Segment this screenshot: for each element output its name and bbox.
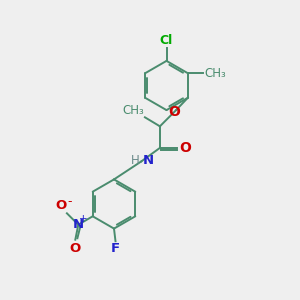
Text: N: N bbox=[142, 154, 154, 167]
Text: O: O bbox=[70, 242, 81, 254]
Text: -: - bbox=[68, 196, 72, 208]
Text: Cl: Cl bbox=[160, 34, 173, 47]
Text: H: H bbox=[131, 154, 140, 167]
Text: O: O bbox=[168, 105, 180, 119]
Text: O: O bbox=[179, 141, 191, 155]
Text: CH₃: CH₃ bbox=[122, 104, 144, 117]
Text: F: F bbox=[111, 242, 120, 255]
Text: O: O bbox=[55, 199, 66, 212]
Text: CH₃: CH₃ bbox=[204, 67, 226, 80]
Text: N: N bbox=[73, 218, 84, 231]
Text: +: + bbox=[79, 214, 87, 224]
